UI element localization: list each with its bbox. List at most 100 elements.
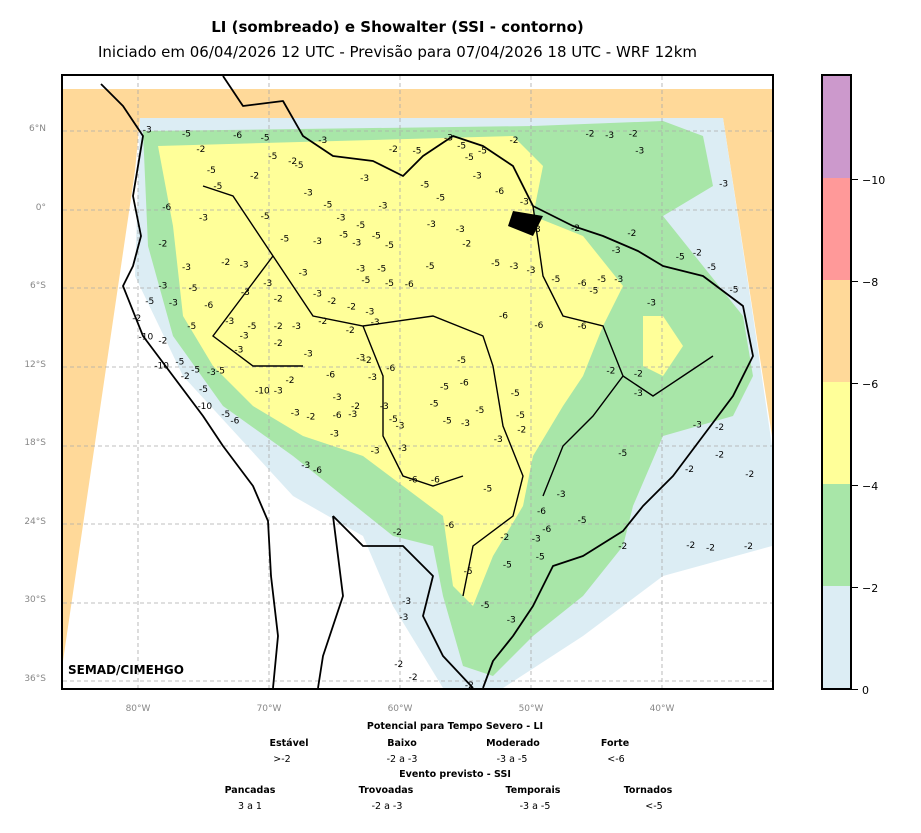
contour-label: -5	[189, 284, 198, 294]
contour-label: -5	[503, 561, 512, 571]
contour-label: -3	[461, 419, 470, 429]
border-peru	[212, 255, 303, 367]
contour-label: -6	[578, 322, 587, 332]
contour-label: -5	[339, 230, 348, 240]
legend-ssi-range: <-5	[645, 801, 663, 812]
contour-label: -2	[685, 465, 694, 475]
contour-label: -3	[304, 189, 313, 199]
li-moderate-area-east	[643, 316, 683, 376]
lat-label: 18°S	[24, 438, 46, 448]
contour-label: -6	[405, 280, 414, 290]
legend-li-name: Forte	[600, 738, 630, 749]
contour-label: -10	[197, 402, 212, 412]
lat-label: 30°S	[24, 595, 46, 605]
contour-label: -5	[491, 259, 500, 269]
contour-label: -5	[207, 166, 216, 176]
contour-label: -5	[323, 200, 332, 210]
colorbar-segment	[823, 280, 850, 382]
contour-label: -3	[337, 213, 346, 223]
contour-label: -3	[507, 616, 516, 626]
contour-label: -3	[396, 422, 405, 432]
contour-label: -3	[207, 368, 216, 378]
contour-label: -6	[333, 411, 342, 421]
legend-ssi-range: 3 a 1	[238, 801, 262, 812]
contour-label: -5	[618, 449, 627, 459]
contour-label: -3	[313, 237, 322, 247]
legend-li-name: Moderado	[486, 738, 540, 749]
colorbar-tick	[852, 383, 858, 384]
lon-label: 40°W	[649, 704, 675, 714]
contour-label: -3	[352, 238, 361, 248]
contour-label: -2	[629, 130, 638, 140]
contour-label: -5	[385, 279, 394, 289]
contour-label: -2	[274, 339, 283, 349]
contour-label: -3	[330, 430, 339, 440]
contour-label: -5	[389, 415, 398, 425]
contour-label: -3	[605, 131, 614, 141]
contour-label: -5	[261, 212, 270, 222]
contour-label: -3	[612, 246, 621, 256]
lat-label: 12°S	[24, 360, 46, 370]
contour-label: -3	[333, 393, 342, 403]
legend-ssi-name: Trovoadas	[358, 785, 414, 796]
contour-label: -5	[175, 358, 184, 368]
legend-ssi-range: -2 a -3	[371, 801, 403, 812]
contour-label: -3	[379, 202, 388, 212]
contour-label: -6	[495, 187, 504, 197]
contour-label: -3	[532, 225, 541, 235]
contour-label: -5	[356, 221, 365, 231]
contour-label: -3	[301, 461, 310, 471]
colorbar-segment	[823, 76, 850, 178]
contour-label: -3	[360, 174, 369, 184]
contour-label: -6	[230, 416, 239, 426]
contour-label: -5	[464, 567, 473, 577]
lat-label: 6°S	[30, 281, 46, 291]
contour-label: -5	[280, 234, 289, 244]
legend-ssi-name: Pancadas	[224, 785, 276, 796]
marajo-island	[508, 211, 543, 236]
contour-label: -5	[589, 287, 598, 297]
contour-label: -2	[465, 681, 474, 688]
contour-label: -6	[499, 312, 508, 322]
contour-label: -2	[715, 423, 724, 433]
contour-label: -2	[274, 322, 283, 332]
legend-ssi-name: Temporais	[505, 785, 561, 796]
contour-label: -6	[386, 364, 395, 374]
map-canvas: -3 -5 -6 -5 -3 -3-5-2-2 -3 -2-3-3-2-5-5-2-5-2 -5…	[63, 76, 772, 688]
contour-label: -6	[409, 475, 418, 485]
contour-label: -2	[686, 541, 695, 551]
pacific-coast	[100, 83, 279, 688]
lon-label: 70°W	[256, 704, 282, 714]
contour-label: -5	[730, 285, 739, 295]
contour-label: -2	[181, 372, 190, 382]
contour-label: -5	[465, 153, 474, 163]
contour-label: -5	[475, 406, 484, 416]
contour-label: -3	[380, 402, 389, 412]
contour-label: -2	[510, 136, 519, 146]
contour-label: -2	[706, 544, 715, 554]
contour-label: -3	[647, 299, 656, 309]
contour-label: -2	[346, 326, 355, 336]
contour-label: -5	[182, 130, 191, 140]
atlantic-coast	[222, 76, 754, 688]
contour-label: -2	[693, 249, 702, 259]
contour-label: -5	[187, 322, 196, 332]
contour-label: -2	[606, 367, 615, 377]
contour-label: -3	[719, 179, 728, 189]
contour-label: -2	[393, 528, 402, 538]
contour-label: -6	[534, 321, 543, 331]
contour-label: -5	[295, 161, 304, 171]
colorbar-label: −10	[862, 174, 886, 187]
contour-label: -2	[347, 302, 356, 312]
li-moderate-area	[158, 136, 623, 606]
contour-label: -3	[368, 373, 377, 383]
lon-label: 60°W	[387, 704, 413, 714]
contour-label: -2	[250, 171, 259, 181]
colorbar-tick	[852, 587, 858, 588]
colorbar-label: −6	[862, 378, 879, 391]
contour-label: -2	[634, 369, 643, 379]
contour-label: -3	[532, 534, 541, 544]
contour-label: -10	[154, 361, 169, 371]
contour-label: -5	[436, 194, 445, 204]
contour-label: -5	[481, 601, 490, 611]
